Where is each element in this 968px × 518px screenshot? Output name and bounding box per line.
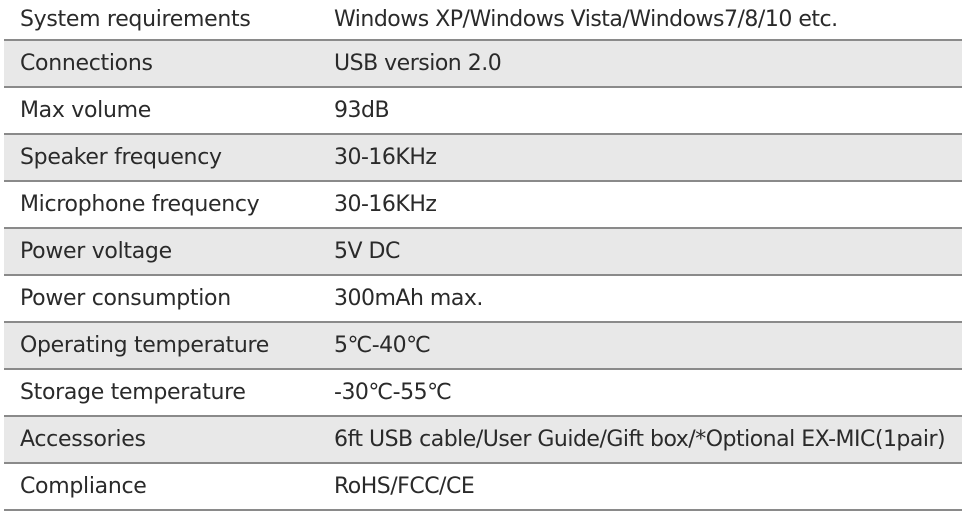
spec-label: Compliance — [20, 474, 147, 499]
spec-value: 5V DC — [334, 239, 400, 264]
spec-label: Accessories — [20, 427, 146, 452]
spec-label: Operating temperature — [20, 333, 269, 358]
spec-label: Microphone frequency — [20, 192, 260, 217]
spec-label: Storage temperature — [20, 380, 246, 405]
spec-value: 5℃-40℃ — [334, 333, 431, 358]
spec-row-max-volume: Max volume 93dB — [4, 88, 962, 135]
spec-row-system-requirements: System requirements Windows XP/Windows V… — [4, 0, 962, 41]
spec-row-connections: Connections USB version 2.0 — [4, 41, 962, 88]
spec-label: Connections — [20, 51, 153, 76]
spec-label: System requirements — [20, 7, 251, 32]
spec-value: Windows XP/Windows Vista/Windows7/8/10 e… — [334, 7, 838, 32]
spec-value: 30-16KHz — [334, 145, 437, 170]
spec-label: Power consumption — [20, 286, 231, 311]
spec-row-power-consumption: Power consumption 300mAh max. — [4, 276, 962, 323]
spec-label: Power voltage — [20, 239, 172, 264]
spec-value: 93dB — [334, 98, 390, 123]
spec-row-microphone-frequency: Microphone frequency 30-16KHz — [4, 182, 962, 229]
spec-row-compliance: Compliance RoHS/FCC/CE — [4, 464, 962, 511]
spec-row-operating-temperature: Operating temperature 5℃-40℃ — [4, 323, 962, 370]
spec-row-storage-temperature: Storage temperature -30℃-55℃ — [4, 370, 962, 417]
spec-row-accessories: Accessories 6ft USB cable/User Guide/Gif… — [4, 417, 962, 464]
spec-value: 300mAh max. — [334, 286, 483, 311]
spec-label: Max volume — [20, 98, 151, 123]
spec-label: Speaker frequency — [20, 145, 222, 170]
spec-value: 6ft USB cable/User Guide/Gift box/*Optio… — [334, 427, 946, 452]
spec-row-speaker-frequency: Speaker frequency 30-16KHz — [4, 135, 962, 182]
specifications-table: System requirements Windows XP/Windows V… — [4, 0, 962, 511]
spec-row-power-voltage: Power voltage 5V DC — [4, 229, 962, 276]
spec-value: USB version 2.0 — [334, 51, 502, 76]
spec-value: -30℃-55℃ — [334, 380, 452, 405]
spec-value: RoHS/FCC/CE — [334, 474, 475, 499]
spec-value: 30-16KHz — [334, 192, 437, 217]
